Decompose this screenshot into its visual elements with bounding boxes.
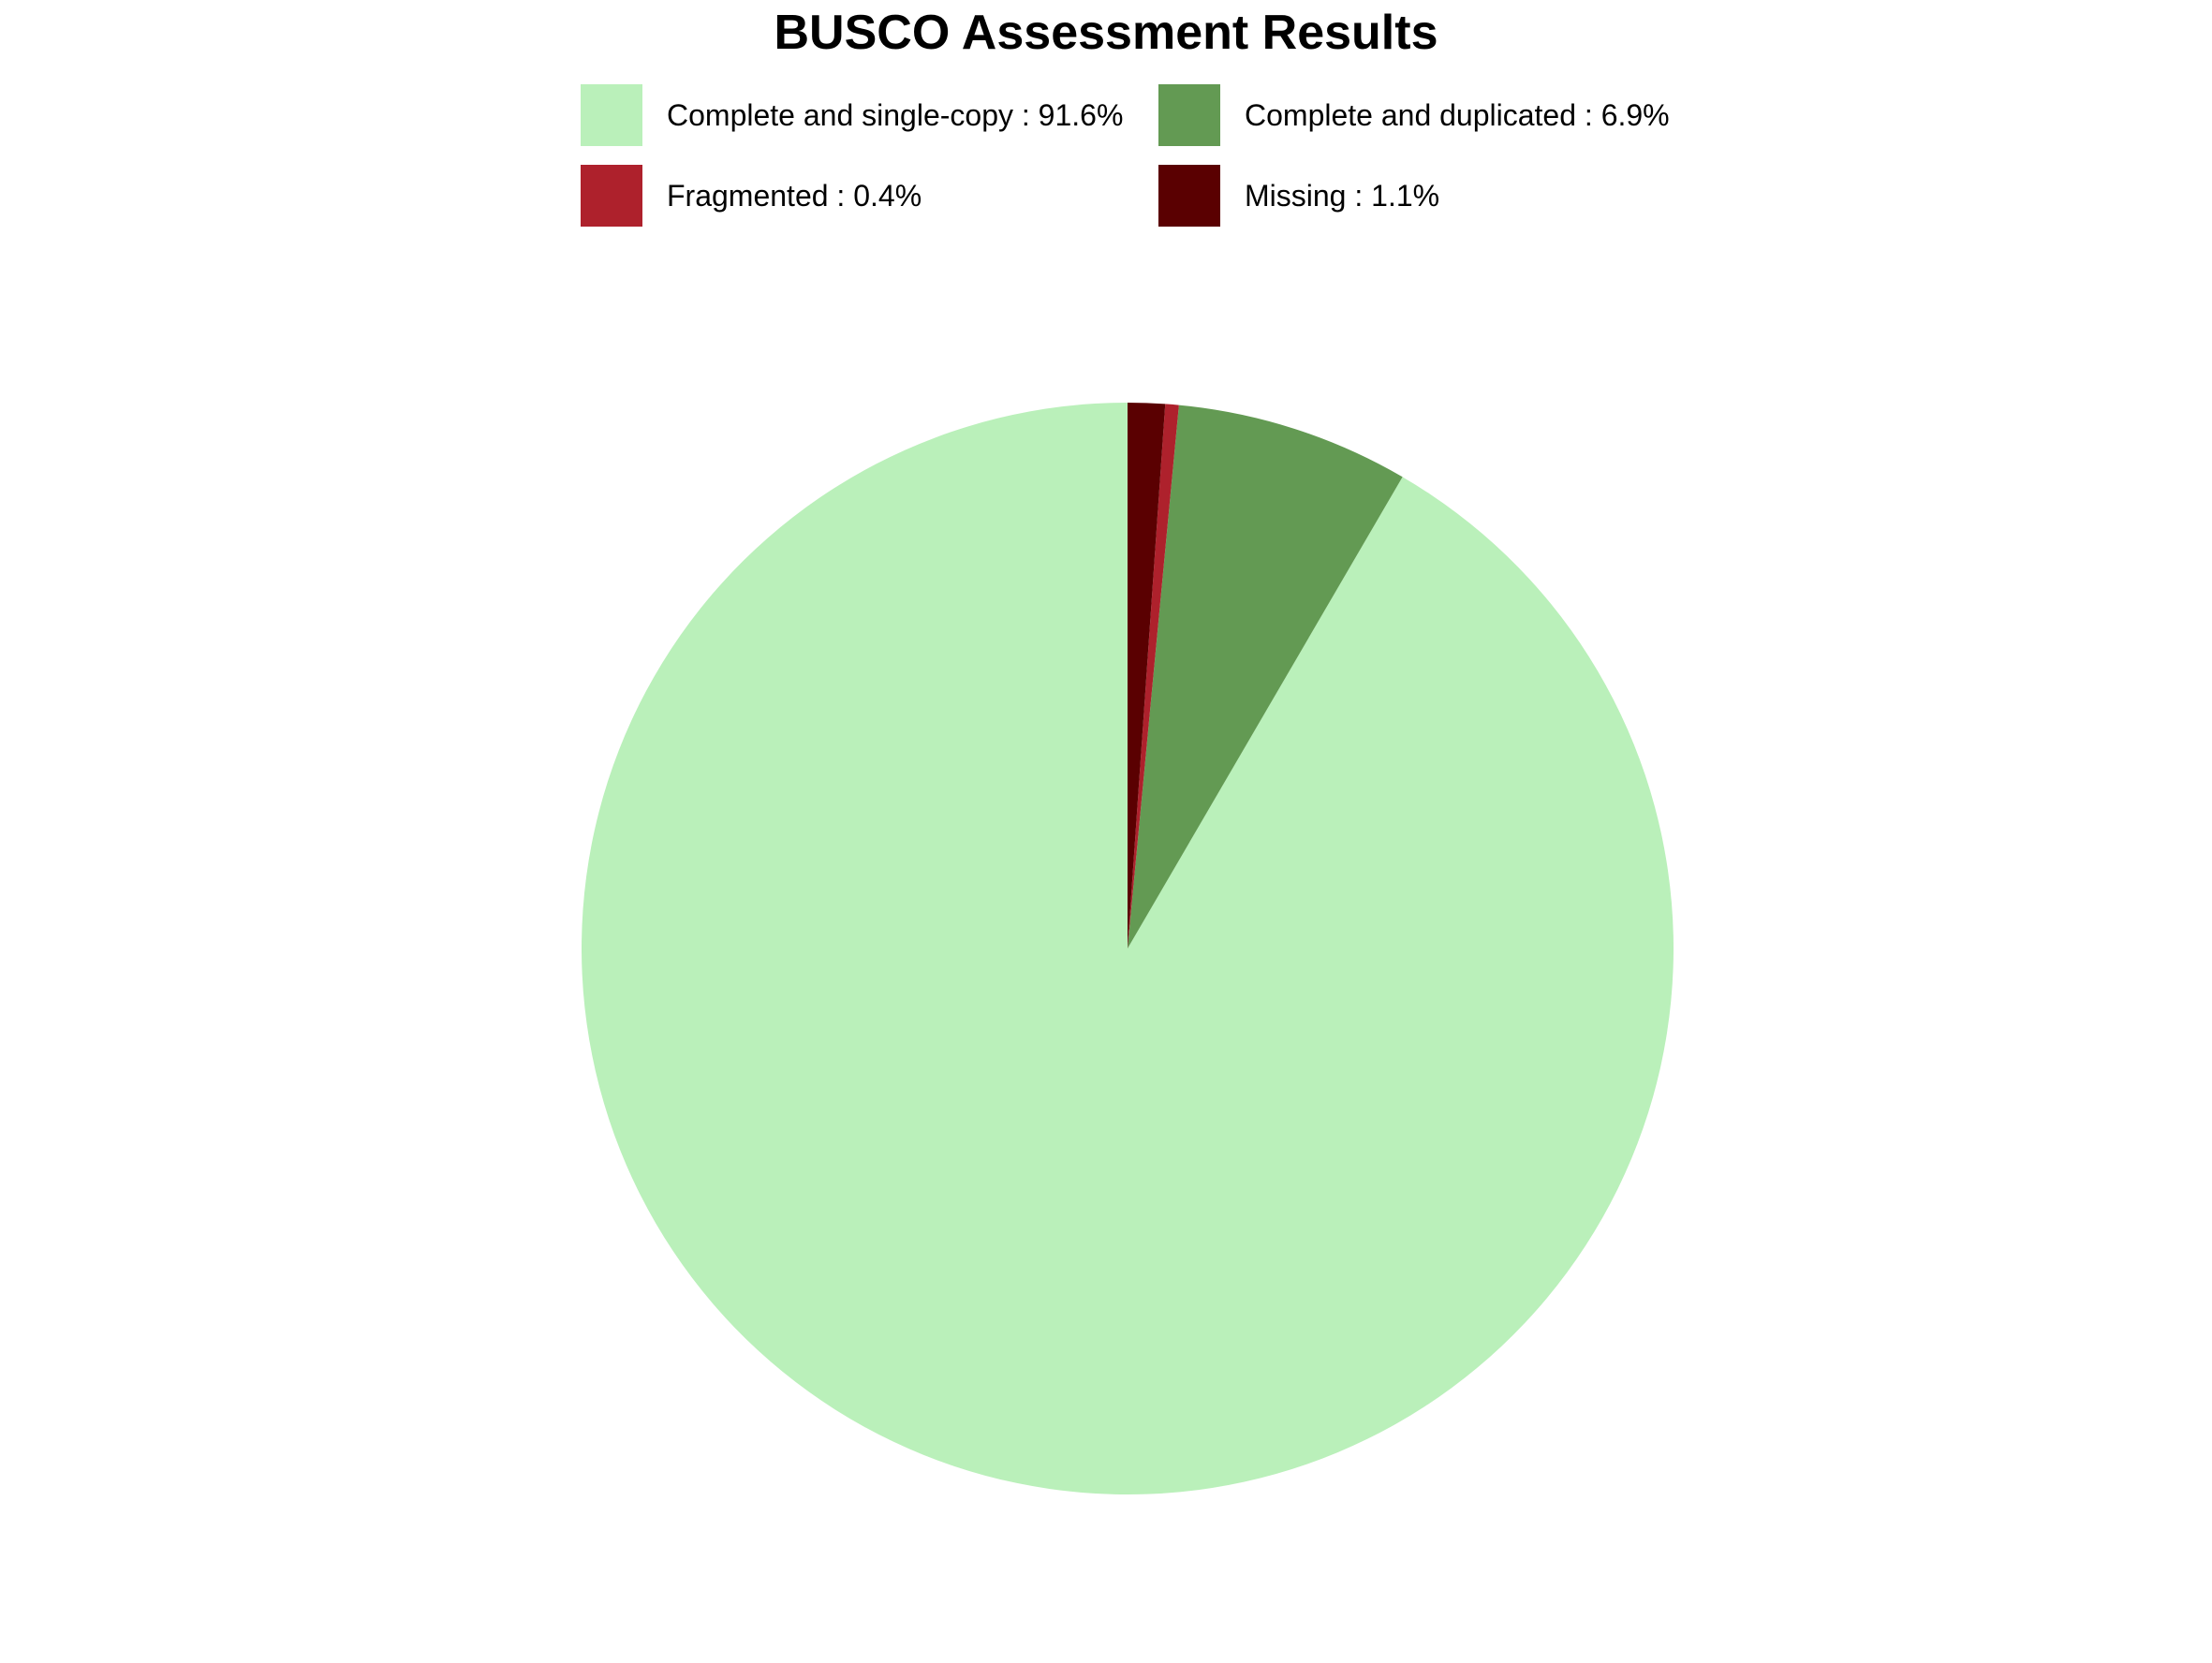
legend-swatch-missing <box>1158 165 1220 227</box>
legend-item-complete-single-copy: Complete and single-copy : 91.6% <box>581 84 1123 146</box>
pie-slice-complete-and-single-copy <box>582 403 1674 1494</box>
legend-label-complete-duplicated: Complete and duplicated : 6.9% <box>1245 97 1670 132</box>
legend-item-complete-duplicated: Complete and duplicated : 6.9% <box>1158 84 1670 146</box>
legend-item-fragmented: Fragmented : 0.4% <box>581 165 922 227</box>
legend-swatch-fragmented <box>581 165 642 227</box>
legend-swatch-complete-duplicated <box>1158 84 1220 146</box>
legend-label-missing: Missing : 1.1% <box>1245 178 1440 213</box>
legend-label-complete-single-copy: Complete and single-copy : 91.6% <box>667 97 1124 132</box>
pie-slice-fragmented <box>1128 404 1179 949</box>
legend: Complete and single-copy : 91.6% Complet… <box>581 84 1798 234</box>
legend-item-missing: Missing : 1.1% <box>1158 165 1439 227</box>
legend-label-fragmented: Fragmented : 0.4% <box>667 178 922 213</box>
chart-title: BUSCO Assessment Results <box>774 6 1438 60</box>
pie-slice-complete-and-duplicated <box>1128 405 1403 949</box>
pie-slice-missing <box>1128 403 1166 949</box>
legend-swatch-complete-single-copy <box>581 84 642 146</box>
